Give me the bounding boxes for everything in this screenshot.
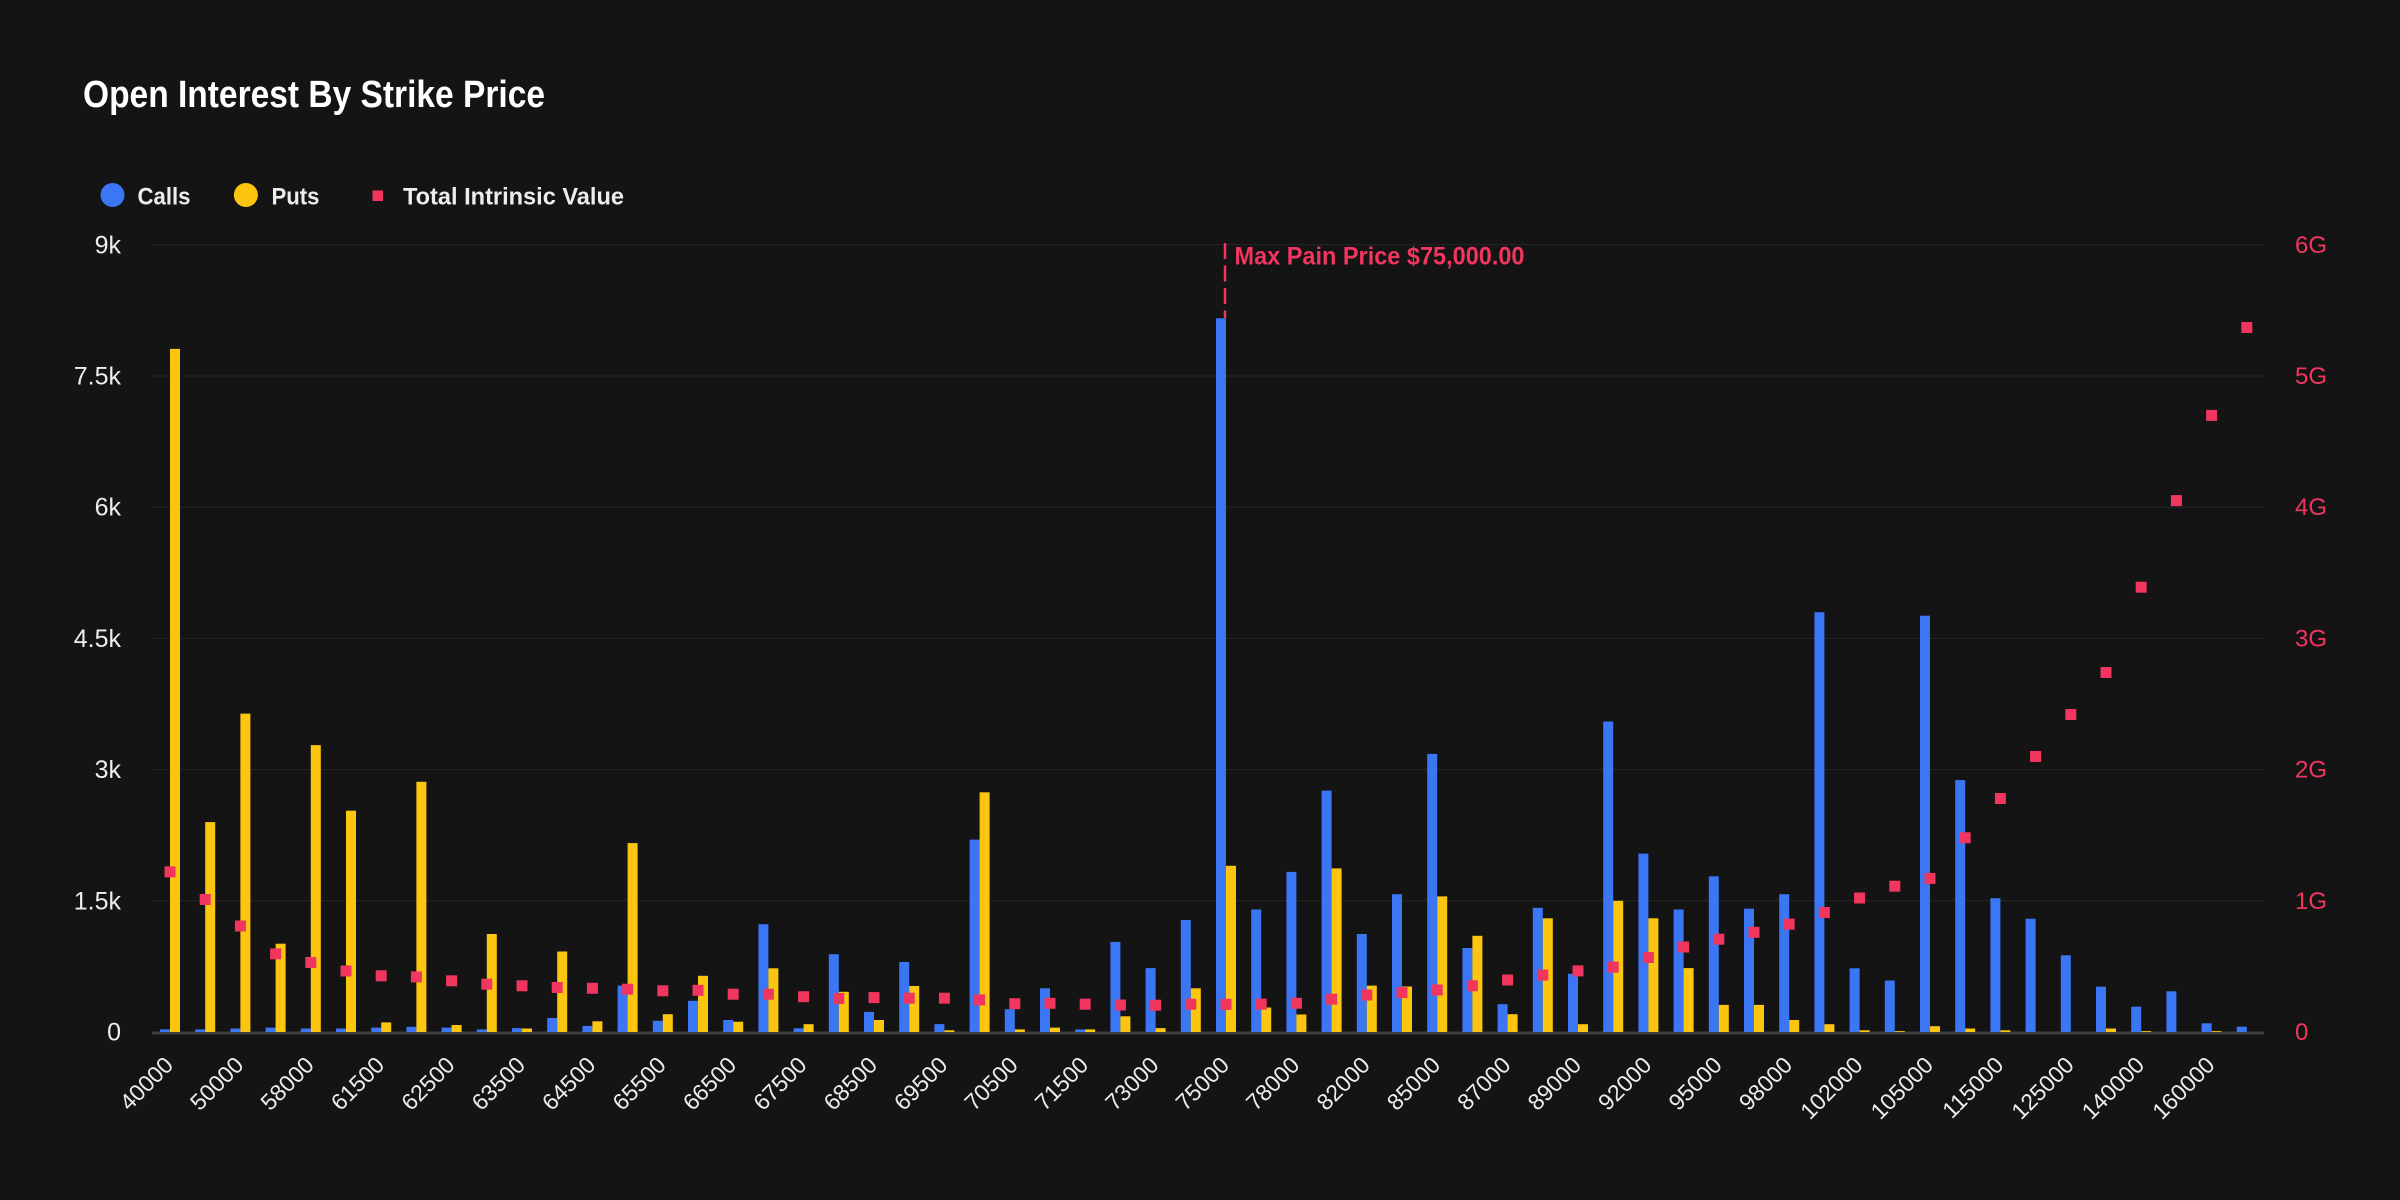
svg-text:4.5k: 4.5k xyxy=(74,625,122,653)
svg-text:4G: 4G xyxy=(2295,494,2327,521)
svg-text:1G: 1G xyxy=(2295,888,2327,915)
svg-text:Total Intrinsic Value: Total Intrinsic Value xyxy=(403,184,624,211)
svg-text:2G: 2G xyxy=(2295,757,2327,784)
svg-text:5G: 5G xyxy=(2295,363,2327,390)
svg-text:0: 0 xyxy=(107,1019,121,1047)
svg-text:6G: 6G xyxy=(2295,232,2327,259)
svg-text:6k: 6k xyxy=(95,494,122,522)
svg-text:7.5k: 7.5k xyxy=(74,363,122,391)
svg-text:9k: 9k xyxy=(95,231,122,259)
svg-text:1.5k: 1.5k xyxy=(74,887,122,915)
svg-text:0: 0 xyxy=(2295,1019,2308,1046)
svg-text:3k: 3k xyxy=(95,756,122,784)
svg-text:Puts: Puts xyxy=(272,184,320,211)
svg-text:Calls: Calls xyxy=(138,184,191,211)
svg-text:3G: 3G xyxy=(2295,625,2327,652)
svg-text:Max Pain Price $75,000.00: Max Pain Price $75,000.00 xyxy=(1235,243,1525,271)
svg-text:Open Interest By Strike Price: Open Interest By Strike Price xyxy=(83,74,545,116)
